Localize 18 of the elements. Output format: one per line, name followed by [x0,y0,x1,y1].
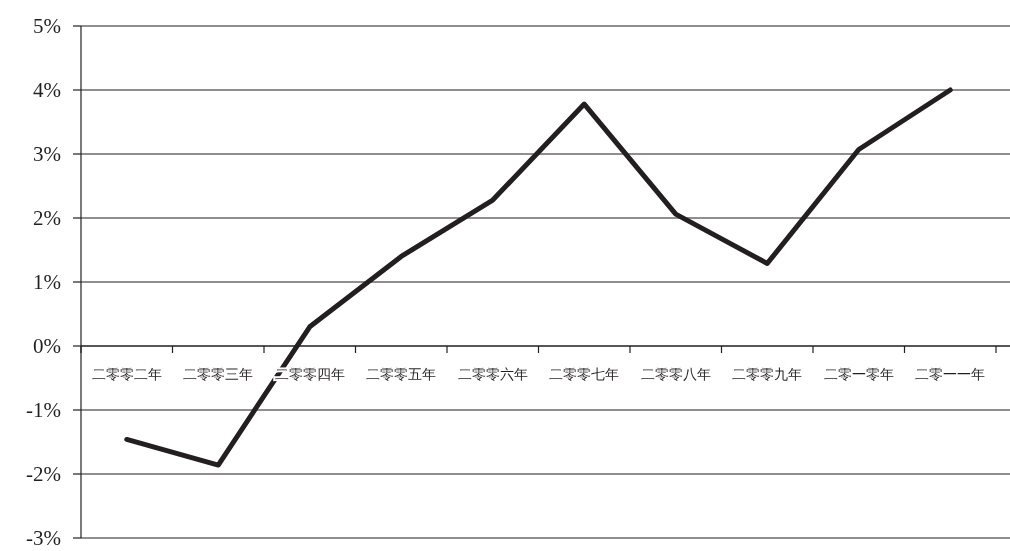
x-tick-label: 二零一零年 [823,366,894,382]
x-tick-label: 二零零三年 [183,366,254,382]
x-tick-label: 二零零二年 [91,366,162,382]
x-tick-label: 二零零七年 [549,366,620,382]
x-tick-label: 二零一一年 [915,366,986,382]
y-tick-label: -2% [26,462,61,486]
y-tick-label: -1% [26,398,61,422]
x-tick-label: 二零零八年 [640,366,711,382]
y-tick-label: 4% [33,78,61,102]
y-tick-label: 2% [33,206,61,230]
x-tick-label: 二零零九年 [732,366,803,382]
x-tick-label: 二零零五年 [366,366,437,382]
y-tick-label: 1% [33,270,61,294]
y-tick-label: -3% [26,526,61,550]
y-tick-label: 5% [33,14,61,38]
y-tick-label: 3% [33,142,61,166]
y-tick-label: 0% [33,334,61,358]
x-tick-label: 二零零六年 [457,366,528,382]
